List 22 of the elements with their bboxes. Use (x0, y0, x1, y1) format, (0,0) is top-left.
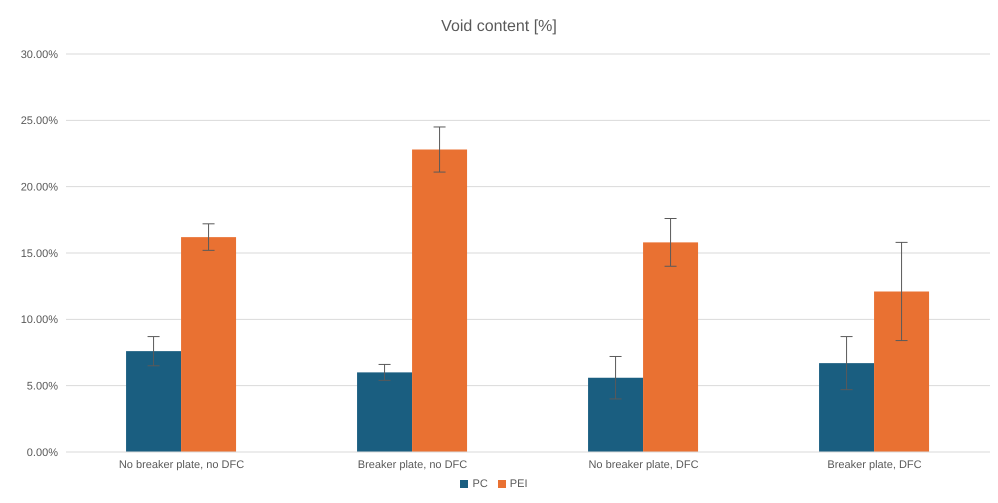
x-tick-label: No breaker plate, no DFC (118, 458, 244, 471)
y-tick-label: 5.00% (26, 380, 58, 393)
legend-label: PC (472, 478, 488, 490)
bar (181, 237, 236, 452)
y-tick-label: 15.00% (20, 248, 58, 260)
x-tick-label: Breaker plate, no DFC (358, 458, 468, 471)
x-tick-label: No breaker plate, DFC (588, 458, 699, 471)
y-tick-label: 10.00% (20, 314, 58, 326)
bar (412, 150, 468, 452)
bar (643, 242, 698, 452)
chart-title: Void content [%] (440, 17, 558, 37)
y-tick-label: 30.00% (20, 48, 58, 61)
bar (126, 351, 182, 452)
bar (357, 372, 412, 452)
bar (588, 378, 644, 452)
y-tick-label: 0.00% (26, 446, 58, 459)
x-tick-label: Breaker plate, DFC (827, 458, 922, 471)
legend-label: PEI (510, 478, 528, 490)
bar (874, 291, 930, 452)
y-tick-label: 25.00% (20, 115, 58, 128)
bar (819, 363, 874, 452)
y-tick-label: 20.00% (20, 182, 58, 194)
